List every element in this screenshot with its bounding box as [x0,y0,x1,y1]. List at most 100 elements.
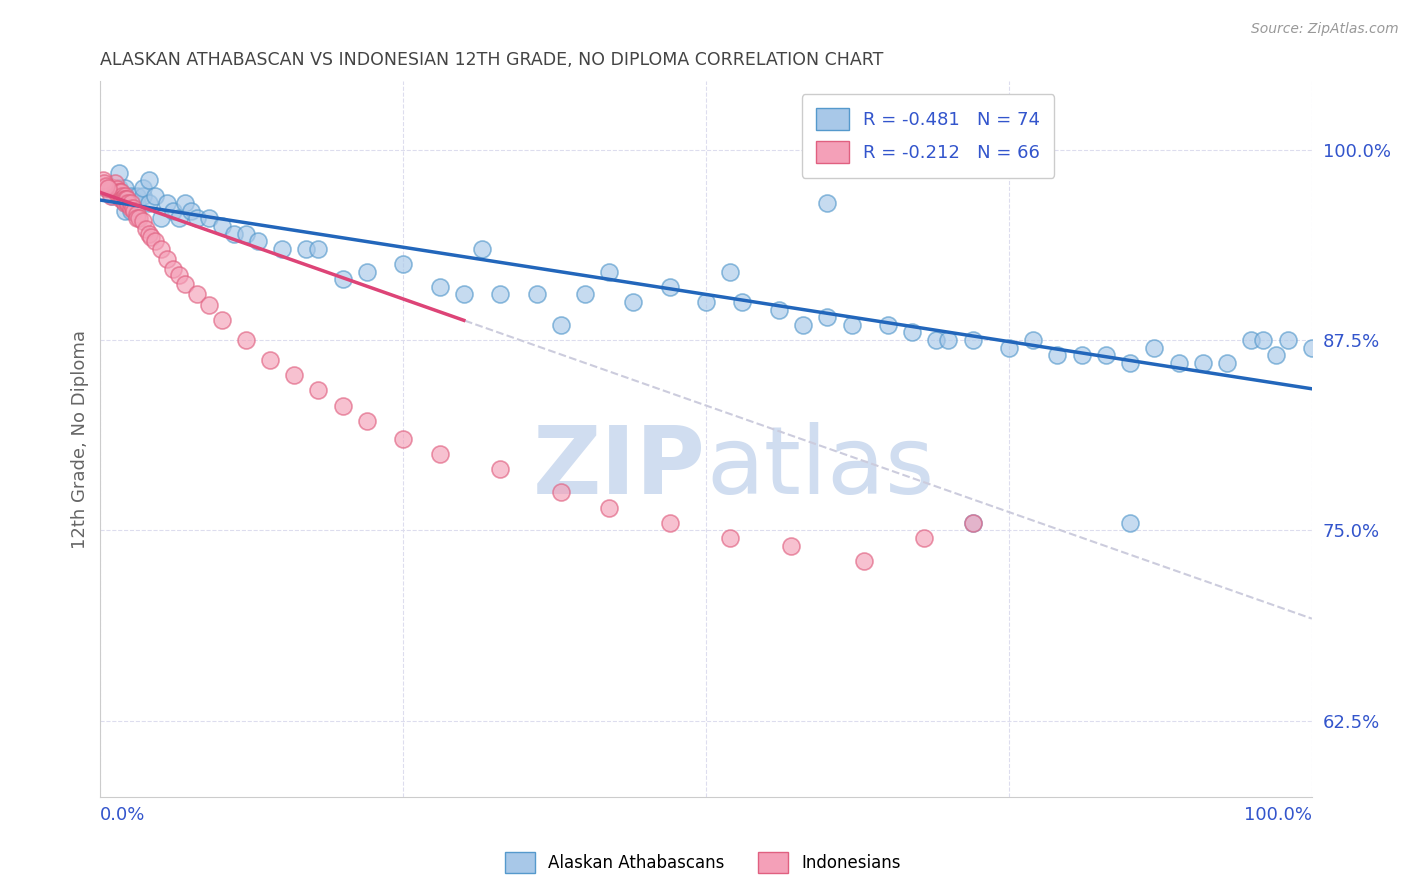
Point [101,188,124,202]
Point [114,196,136,211]
Point [107,188,129,202]
Point [246,234,269,248]
Point [114,181,136,195]
Point [938,333,960,347]
Point [962,333,984,347]
Point [1253,333,1275,347]
Point [138,173,160,187]
Point [104,177,127,191]
Point [149,211,172,226]
Point [392,257,415,271]
Point [1240,333,1263,347]
Point [96,179,118,194]
Y-axis label: 12th Grade, No Diploma: 12th Grade, No Diploma [72,329,89,549]
Point [186,287,208,301]
Point [167,268,190,282]
Point [93,177,115,191]
Point [115,192,138,206]
Point [271,242,294,256]
Point [598,264,620,278]
Point [96,181,118,195]
Point [658,280,681,294]
Point [815,310,838,325]
Point [107,166,129,180]
Point [780,539,803,553]
Point [141,229,163,244]
Point [110,186,132,200]
Point [97,181,120,195]
Text: 0.0%: 0.0% [100,805,146,824]
Point [925,333,948,347]
Point [718,531,741,545]
Point [114,203,136,218]
Point [453,287,475,301]
Point [114,192,136,206]
Point [912,531,935,545]
Point [852,554,875,568]
Point [695,295,717,310]
Point [307,384,329,398]
Point [259,352,281,367]
Point [1119,356,1142,370]
Point [174,277,197,291]
Point [132,214,155,228]
Point [111,192,134,206]
Point [114,188,136,202]
Point [550,485,572,500]
Point [125,188,148,202]
Point [392,432,415,446]
Point [112,192,135,206]
Point [356,264,378,278]
Point [211,313,233,327]
Point [1143,341,1166,355]
Point [156,196,179,211]
Point [962,516,984,530]
Point [107,186,129,200]
Point [1216,356,1239,370]
Point [107,181,129,195]
Point [198,298,221,312]
Point [211,219,233,233]
Point [100,188,122,202]
Point [186,211,208,226]
Point [332,399,354,413]
Point [876,318,898,332]
Point [332,272,354,286]
Point [132,181,155,195]
Text: atlas: atlas [706,422,935,514]
Point [1301,341,1323,355]
Point [526,287,548,301]
Point [1095,348,1118,362]
Point [1070,348,1092,362]
Point [598,500,620,515]
Point [101,181,124,195]
Point [1022,333,1045,347]
Point [149,242,172,256]
Point [120,196,142,211]
Point [731,295,754,310]
Point [1167,356,1189,370]
Point [198,211,221,226]
Point [96,181,118,195]
Point [429,280,451,294]
Point [180,203,202,218]
Point [122,201,145,215]
Point [105,182,128,196]
Point [125,196,148,211]
Point [841,318,863,332]
Point [162,203,184,218]
Point [550,318,572,332]
Point [307,242,329,256]
Point [120,203,142,218]
Point [222,227,245,241]
Point [105,186,128,200]
Text: ZIP: ZIP [533,422,706,514]
Point [901,326,924,340]
Point [110,192,132,206]
Point [356,414,378,428]
Point [135,222,157,236]
Point [138,227,160,241]
Point [98,181,121,195]
Point [489,287,512,301]
Point [132,188,155,202]
